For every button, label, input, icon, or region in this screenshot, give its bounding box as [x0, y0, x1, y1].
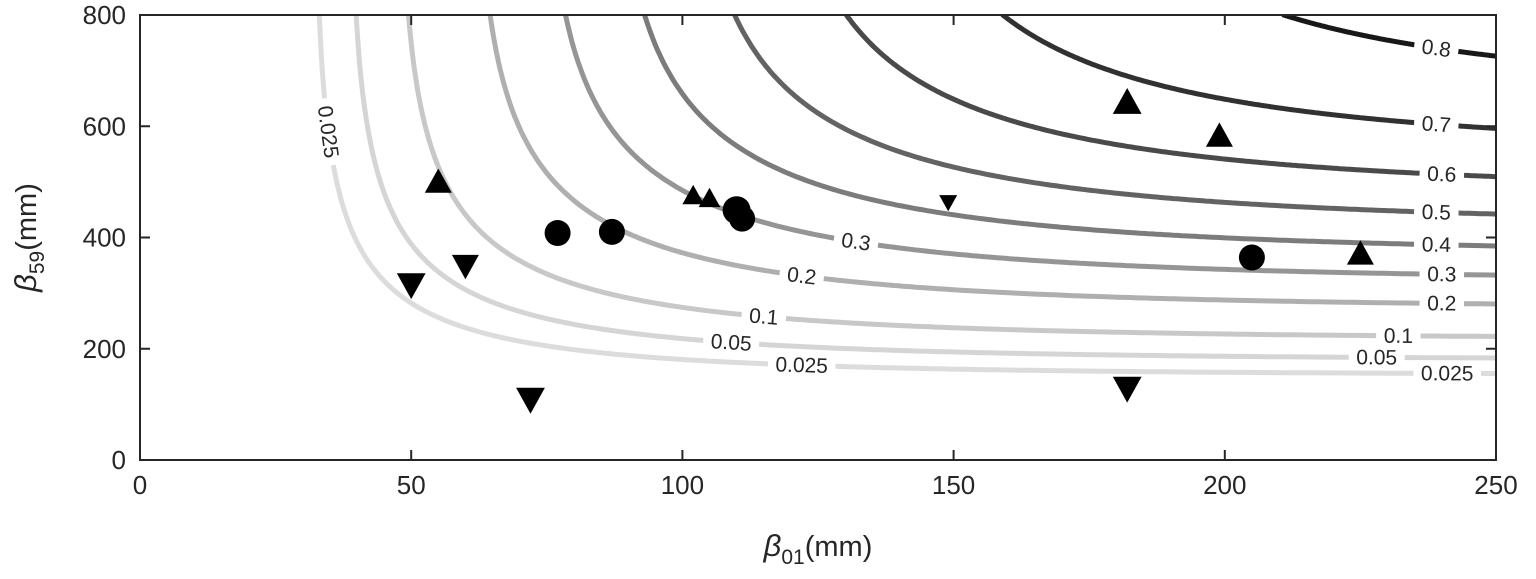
contour-label-text: 0.2 — [1427, 292, 1456, 315]
contour-label-text: 0.5 — [1421, 201, 1451, 225]
contour-label-text: 0.05 — [1356, 346, 1397, 369]
contour-label-text: 0.1 — [1384, 325, 1413, 348]
contour-label-0.3: 0.3 — [1419, 260, 1465, 288]
contour-label-halo — [1413, 231, 1459, 259]
marker-triangle-up — [698, 187, 721, 208]
marker-triangle-down — [1112, 376, 1142, 403]
marker-triangle-down — [451, 254, 479, 280]
contour-label-text: 0.05 — [710, 330, 752, 356]
contour-label-0.7: 0.7 — [1413, 109, 1460, 139]
contour-label-halo — [1419, 260, 1465, 288]
marker-triangle-down — [396, 273, 426, 300]
contour-label-0.1: 0.1 — [1376, 322, 1421, 349]
contour-label-text: 0.1 — [748, 304, 779, 329]
contour-label-text: 0.4 — [1421, 233, 1451, 257]
contour-label-halo — [1412, 32, 1461, 65]
contour-line-0.2 — [487, 15, 1496, 307]
contour-label-text: 0.025 — [775, 353, 828, 378]
scatter-markers — [396, 88, 1374, 414]
contour-label-halo — [1413, 109, 1460, 139]
contour-label-0.05: 0.05 — [702, 327, 761, 358]
marker-triangle-down — [516, 387, 545, 414]
y-tick-label: 200 — [83, 334, 126, 364]
contour-label-text: 0.2 — [786, 263, 818, 289]
contour-label-text: 0.7 — [1421, 112, 1452, 137]
contour-label-halo — [1413, 360, 1481, 387]
contour-label-halo — [740, 301, 788, 332]
contour-label-0.4: 0.4 — [1413, 231, 1459, 259]
contour-label-0.2: 0.2 — [778, 260, 826, 292]
marker-triangle-up — [424, 168, 452, 193]
contour-line-0.025 — [316, 15, 1496, 377]
x-axis-label: β01(mm) — [763, 528, 873, 569]
contour-label-halo — [1376, 322, 1421, 349]
contour-label-text: 0.3 — [1427, 263, 1457, 286]
marker-triangle-up — [1205, 122, 1233, 147]
contour-label-0.025: 0.025 — [1413, 360, 1481, 387]
contour-label-halo — [702, 327, 761, 358]
marker-circle — [598, 218, 625, 245]
contour-line-0.6 — [843, 15, 1496, 180]
marker-circle — [729, 205, 756, 232]
contour-label-0.025: 0.025 — [767, 351, 836, 380]
contour-label-text: 0.6 — [1427, 163, 1457, 187]
contour-line-0.5 — [732, 15, 1496, 217]
contour-label-0.8: 0.8 — [1412, 32, 1461, 65]
contour-label-0.1: 0.1 — [740, 301, 788, 332]
y-tick-label: 0 — [112, 445, 126, 475]
marker-circle — [544, 220, 571, 246]
contour-label-halo — [1348, 344, 1405, 371]
marker-triangle-up — [1346, 240, 1374, 265]
x-tick-label: 250 — [1474, 470, 1517, 500]
contour-label-0.05: 0.05 — [1348, 344, 1405, 371]
x-tick-label: 200 — [1203, 470, 1246, 500]
contour-label-text: 0.3 — [840, 229, 872, 256]
y-tick-label: 600 — [83, 111, 126, 141]
contour-label-0.2: 0.2 — [1419, 290, 1465, 317]
contour-label-halo — [767, 351, 836, 380]
contour-label-halo — [832, 225, 880, 258]
y-tick-label: 800 — [83, 0, 126, 30]
contour-label-0.6: 0.6 — [1419, 160, 1465, 189]
y-axis-label-group: β59(mm) — [8, 183, 49, 293]
contour-line-0.3 — [563, 15, 1496, 278]
contour-line-0.4 — [642, 15, 1496, 249]
marker-triangle-up — [1112, 88, 1142, 114]
marker-circle — [1238, 244, 1265, 271]
contour-label-text: 0.8 — [1420, 35, 1452, 62]
contour-label-0.5: 0.5 — [1413, 198, 1459, 226]
marker-triangle-up — [682, 184, 704, 205]
contour-line-0.7 — [1000, 15, 1496, 131]
marker-triangle-down — [939, 195, 958, 212]
contour-label-0.025: 0.025 — [310, 96, 346, 167]
contour-label-halo — [1419, 160, 1465, 189]
contour-label-halo — [1419, 290, 1465, 317]
contour-label-0.3: 0.3 — [832, 225, 880, 258]
x-tick-label: 150 — [932, 470, 975, 500]
y-axis-label: β59(mm) — [8, 183, 49, 293]
x-tick-label: 100 — [661, 470, 704, 500]
contour-label-halo — [1413, 198, 1459, 226]
contour-label-text: 0.025 — [1421, 362, 1474, 385]
y-tick-label: 400 — [83, 223, 126, 253]
contour-label-halo — [310, 96, 346, 167]
contour-line-0.05 — [353, 15, 1496, 361]
x-tick-label: 0 — [133, 470, 147, 500]
contour-label-halo — [778, 260, 826, 292]
x-tick-label: 50 — [397, 470, 426, 500]
